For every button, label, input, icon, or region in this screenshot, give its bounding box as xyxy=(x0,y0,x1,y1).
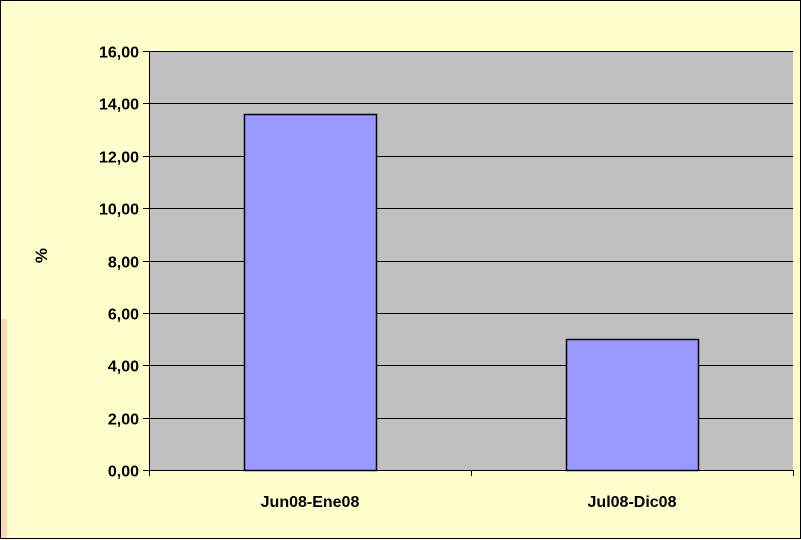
y-tick-label: 10,00 xyxy=(99,202,139,219)
x-tick-labels: Jun08-Ene08 Jul08-Dic08 xyxy=(261,494,677,511)
y-tick-label: 4,00 xyxy=(108,359,139,376)
bar xyxy=(243,113,378,472)
bars xyxy=(243,113,700,472)
axes xyxy=(143,51,794,476)
y-tick-label: 12,00 xyxy=(99,150,139,167)
y-tick-label: 14,00 xyxy=(99,97,139,114)
y-axis-label: % xyxy=(32,248,51,263)
y-tick-label: 6,00 xyxy=(108,307,139,324)
y-tick-label: 16,00 xyxy=(99,45,139,62)
y-tick-labels: 0,00 2,00 4,00 6,00 8,00 10,00 12,00 14,00 16,00 xyxy=(99,45,139,481)
y-tick-label: 8,00 xyxy=(108,255,139,272)
x-tick-label: Jun08-Ene08 xyxy=(261,494,360,511)
bar xyxy=(565,338,700,472)
x-tick-label: Jul08-Dic08 xyxy=(588,494,677,511)
y-tick-label: 0,00 xyxy=(108,464,139,481)
y-tick-label: 2,00 xyxy=(108,412,139,429)
